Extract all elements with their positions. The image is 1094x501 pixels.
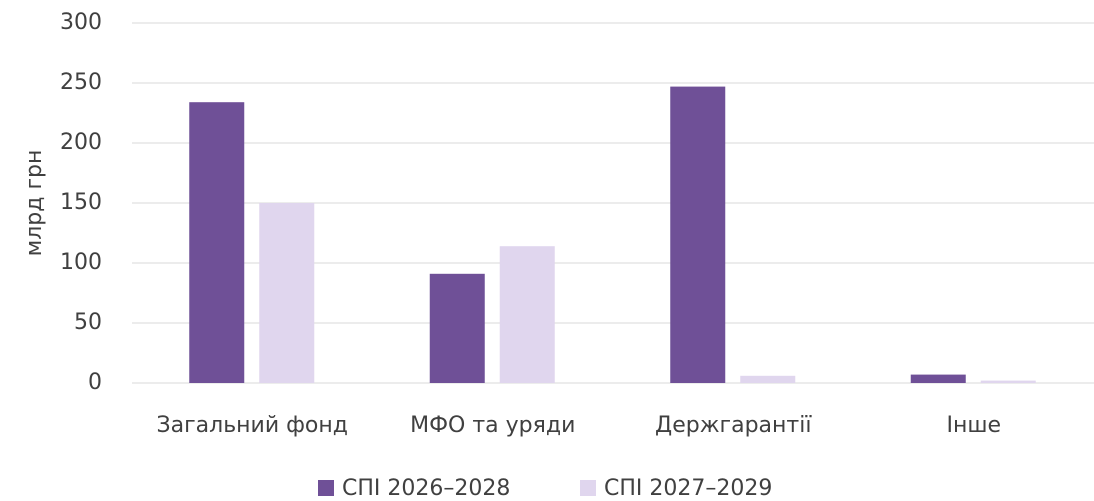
- x-tick-label: МФО та уряди: [410, 413, 575, 438]
- bar: [740, 375, 796, 383]
- y-tick-label: 150: [60, 190, 102, 215]
- bar: [670, 86, 726, 383]
- y-tick-label: 300: [60, 10, 102, 35]
- y-tick-label: 200: [60, 130, 102, 155]
- y-tick-label: 250: [60, 70, 102, 95]
- y-axis-label: млрд грн: [22, 150, 47, 257]
- legend-swatch: [580, 480, 596, 496]
- x-tick-label: Держгарантії: [655, 413, 812, 438]
- y-tick-label: 100: [60, 250, 102, 275]
- bar: [910, 374, 966, 383]
- legend-label: СПІ 2027–2029: [604, 476, 772, 497]
- bar: [980, 380, 1036, 383]
- legend-label: СПІ 2026–2028: [342, 476, 510, 497]
- bar: [429, 273, 485, 383]
- x-tick-label: Загальний фонд: [157, 413, 349, 438]
- bar: [259, 203, 315, 383]
- y-tick-label: 50: [74, 310, 102, 335]
- legend-swatch: [318, 480, 334, 496]
- bar: [499, 246, 555, 383]
- y-tick-label: 0: [88, 370, 102, 395]
- bar: [189, 102, 245, 383]
- x-tick-label: Інше: [946, 413, 1001, 438]
